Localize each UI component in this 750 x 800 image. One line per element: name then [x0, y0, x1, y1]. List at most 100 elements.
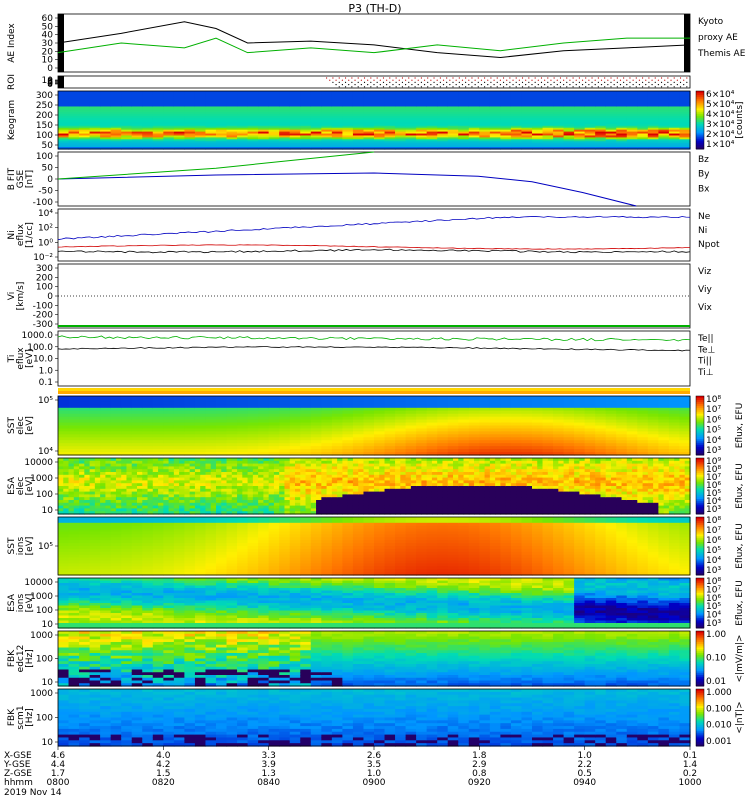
panel-esa_e-cell — [300, 463, 307, 467]
panel-keogram-cell — [416, 139, 428, 142]
panel-sst_e-cell — [595, 407, 607, 412]
panel-keogram-cell — [637, 106, 649, 109]
panel-keogram-cell — [363, 98, 375, 102]
panel-esa_e-cell — [279, 480, 286, 484]
panel-temperature-legend-0: Te|| — [697, 334, 714, 344]
panel-keogram-cell — [152, 98, 164, 102]
panel-sst_e-cell — [647, 446, 659, 450]
panel-sst_e-cell — [121, 431, 133, 435]
panel-keogram-cell — [268, 112, 280, 115]
panel-keogram-cell — [384, 127, 396, 131]
panel-keogram-cell — [226, 116, 238, 119]
panel-keogram-cell — [58, 145, 70, 148]
panel-bfield-ylabel-0: B FIT — [7, 167, 17, 190]
panel-sst_e-cell — [142, 396, 154, 400]
panel-sst_e-cell — [331, 452, 343, 456]
panel-keogram-cell — [468, 137, 480, 140]
panel-sst_e-cell — [616, 449, 628, 453]
panel-esa_e-cell — [168, 500, 175, 504]
panel-esa_e-cell — [395, 488, 401, 493]
panel-sst_e-cell — [89, 440, 101, 444]
panel-sst_e-cell — [121, 422, 133, 427]
panel-sst_e-cell — [89, 428, 101, 432]
panel-keogram-cell — [426, 114, 438, 117]
panel-esa_e-cell — [247, 458, 254, 462]
panel-esa_e-cell — [179, 486, 185, 490]
panel-sst_e-cell — [626, 401, 638, 406]
panel-keogram-cell — [352, 110, 365, 113]
panel-keogram-cell — [110, 116, 122, 119]
panel-sst_e-cell — [384, 407, 396, 412]
panel-esa_e-cell — [263, 474, 270, 479]
panel-sst_e-cell — [300, 428, 312, 432]
panel-sst_e-cell — [121, 416, 133, 421]
panel-esa_e-cell — [374, 497, 380, 501]
panel-sst_e-cell — [384, 419, 396, 424]
panel-esa_e-cell — [73, 472, 80, 476]
panel-keogram-cell — [100, 141, 112, 144]
panel-sst_e-cell — [510, 396, 523, 400]
panel-keogram-cell — [500, 125, 512, 129]
panel-esa_e-cell — [231, 458, 238, 462]
panel-keogram-cell — [668, 147, 681, 150]
panel-esa_e-cell — [200, 474, 207, 479]
panel-keogram-cell — [374, 133, 386, 137]
panel-keogram-cell — [437, 100, 449, 104]
panel-esa_e-cell — [168, 508, 175, 512]
panel-esa_e-cell — [147, 460, 154, 465]
panel-keogram-cell — [584, 104, 596, 108]
panel-ae-legend-1: proxy AE — [698, 33, 738, 43]
panel-keogram-cell — [363, 121, 375, 125]
panel-keogram-cell — [89, 92, 101, 96]
panel-esa_e-cell — [453, 480, 459, 484]
panel-esa_e-cell — [168, 474, 175, 479]
panel-keogram-cell — [142, 135, 154, 138]
panel-sst_e-cell — [437, 410, 449, 415]
panel-esa_e-cell — [231, 466, 238, 470]
panel-esa_e-cell — [237, 494, 243, 498]
panel-esa_e-cell — [489, 491, 496, 495]
panel-esa_e-cell — [489, 469, 496, 473]
panel-esa_e-cell — [100, 469, 106, 473]
panel-esa_e-cell — [300, 500, 307, 504]
panel-sst_e-cell — [532, 446, 544, 450]
panel-sst_e-cell — [384, 425, 396, 430]
panel-esa_e-cell — [405, 458, 412, 462]
panel-keogram-cell — [521, 110, 533, 113]
panel-esa_e-cell — [210, 497, 217, 501]
panel-sst_e-cell — [416, 431, 428, 435]
panel-esa_e-cell — [326, 511, 333, 515]
panel-keogram-cell — [647, 98, 659, 102]
panel-esa_e-cell — [331, 480, 338, 484]
panel-esa_e-cell — [68, 491, 75, 495]
panel-esa_e-cell — [489, 508, 496, 512]
panel-esa_e-cell — [84, 500, 91, 504]
panel-sst_e-cell — [121, 437, 133, 441]
panel-esa_e-cell — [405, 505, 412, 509]
panel-sst_e-cell — [226, 452, 238, 456]
panel-sst_e-cell — [142, 446, 154, 450]
panel-keogram-cell — [416, 100, 428, 104]
panel-keogram-cell — [173, 92, 185, 96]
panel-keogram-cell — [595, 145, 607, 148]
panel-esa_e-cell — [384, 458, 391, 462]
panel-esa_e-cell — [221, 486, 228, 490]
panel-keogram-cell — [194, 108, 207, 111]
panel-keogram-cell — [152, 116, 164, 119]
panel-esa_e-cell — [110, 460, 117, 465]
panel-keogram-cell — [374, 108, 386, 111]
panel-keogram-cell — [542, 114, 554, 117]
panel-sst_e-cell — [626, 410, 638, 415]
panel-keogram-cell — [532, 118, 544, 121]
panel-esa_e-cell — [131, 466, 138, 470]
panel-density-ylabel-0: Ni — [7, 230, 17, 239]
panel-keogram-cell — [426, 116, 438, 119]
panel-keogram-cell — [121, 100, 133, 104]
panel-esa_e-cell — [442, 466, 449, 470]
panel-sst_e-cell — [542, 422, 554, 427]
panel-sst_e-cell — [574, 413, 586, 418]
panel-keogram-cell — [532, 121, 544, 125]
panel-esa_e-cell — [284, 486, 291, 490]
panel-keogram-cell — [468, 141, 480, 144]
panel-sst_e-cell — [289, 425, 301, 430]
